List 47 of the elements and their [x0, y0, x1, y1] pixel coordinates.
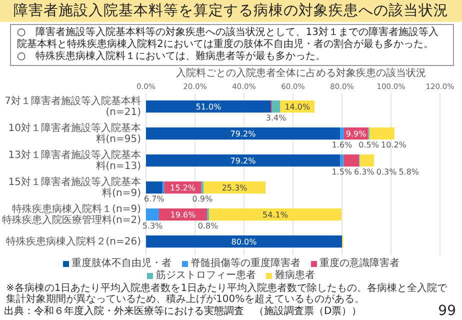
data-label: 14.0%: [284, 102, 311, 112]
bar: [272, 100, 280, 113]
data-label: 0.5%: [358, 140, 380, 150]
legend-label: 脊髄損傷等の重度障害者: [190, 258, 300, 270]
bar: [146, 100, 271, 113]
data-label: 5.8%: [398, 168, 420, 177]
bar: [340, 154, 344, 167]
subtitle: 入院料ごとの入院患者全体に占める対象疾患の該当状況: [175, 68, 427, 80]
bar: [201, 181, 204, 194]
footnote: ※各病棟の1日あたり平均入院患者数を1日あたり平均入院患者数で除したもの。各病棟と全入院で集計対象期間が異なっているため、積み上げが100%を超えているものがある。: [6, 283, 448, 305]
data-label: 3.4%: [266, 114, 287, 123]
data-label: 5.3%: [142, 222, 164, 231]
bar: [146, 235, 342, 248]
data-label: 19.6%: [170, 210, 196, 220]
data-label: 0.3%: [376, 168, 398, 177]
bar: [146, 127, 340, 140]
source: 出典：令和６年度入院・外来医療等における実態調査 （施設調査票（D票））: [4, 306, 362, 318]
bar: [340, 127, 344, 140]
legend-label: 重度肢体不自由児・者: [70, 258, 172, 270]
data-label: 1.5%: [332, 168, 352, 177]
bar: [146, 154, 340, 167]
page-number: 99: [438, 303, 456, 319]
data-label: 79.2%: [230, 156, 256, 166]
bar: [369, 127, 394, 140]
data-label: 54.1%: [262, 210, 288, 220]
bar: [360, 154, 374, 167]
data-label: 6.7%: [144, 194, 165, 204]
data-label: 25.3%: [222, 184, 248, 192]
data-label: 10.2%: [380, 140, 407, 150]
bar: [146, 181, 162, 194]
data-label: 0.9%: [192, 194, 214, 204]
bar: [344, 154, 360, 167]
notes: ○ 障害者施設等入院基本料等の対象疾患への該当状況として、13対１までの障害者施設等入院基本料と特殊疾患病棟入院料2においては重度の肢体不自由児・者の割合が最も多かった。 ○ 特殊疾患病棟入院料１においては、難病患者等が最も多かった。: [10, 24, 454, 66]
legend-label: 筋ジストロフィー患者: [155, 270, 256, 282]
bar: [146, 208, 159, 221]
data-label: 15.2%: [170, 184, 196, 192]
title: 障害者施設入院基本料等を算定する病棟の対象疾患への該当状況: [0, 0, 462, 22]
data-label: 6.3%: [354, 168, 375, 177]
data-label: 80.0%: [231, 238, 258, 246]
data-label: 0.8%: [198, 222, 219, 231]
legend-label: 難病患者: [274, 270, 315, 282]
data-label: 79.2%: [230, 130, 256, 138]
data-label: 51.0%: [196, 102, 222, 112]
legend-label: 重度の意識障害者: [318, 258, 400, 270]
data-label: 1.6%: [332, 140, 353, 150]
bar: [208, 208, 342, 221]
data-label: 9.9%: [346, 130, 367, 138]
